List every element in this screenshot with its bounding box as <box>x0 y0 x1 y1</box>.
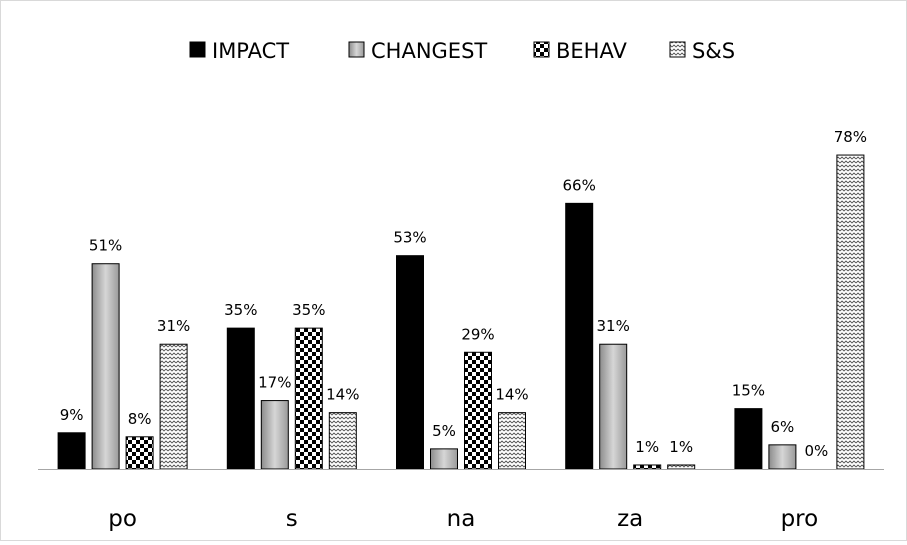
bar-sands-po <box>159 343 188 470</box>
bar-changest-pro <box>768 444 797 470</box>
data-label-impact-na: 53% <box>393 229 426 247</box>
data-label-changest-pro: 6% <box>771 418 795 436</box>
data-label-impact-s: 35% <box>224 301 257 319</box>
data-label-sands-pro: 78% <box>834 128 867 146</box>
data-label-sands-za: 1% <box>669 438 693 456</box>
data-label-behav-pro: 0% <box>805 442 829 460</box>
legend-label-behav: BEHAV <box>556 39 627 63</box>
data-label-sands-po: 31% <box>157 317 190 335</box>
bar-impact-s <box>226 327 255 470</box>
bar-sands-na <box>498 412 526 470</box>
data-label-changest-za: 31% <box>597 317 630 335</box>
data-label-changest-s: 17% <box>258 374 291 392</box>
data-label-behav-s: 35% <box>292 301 325 319</box>
bar-behav-za <box>633 464 662 470</box>
legend-label-changest: CHANGEST <box>371 39 487 63</box>
bar-impact-na <box>396 255 424 470</box>
bar-changest-po <box>91 263 120 470</box>
bar-behav-po <box>125 436 154 470</box>
data-label-changest-po: 51% <box>89 237 122 255</box>
legend: IMPACT CHANGEST BEHAV S&S <box>189 39 735 63</box>
data-label-behav-po: 8% <box>128 410 152 428</box>
data-label-impact-za: 66% <box>563 176 596 194</box>
bar-sands-za <box>667 464 696 470</box>
data-label-changest-na: 5% <box>432 422 456 440</box>
data-label-impact-pro: 15% <box>732 382 765 400</box>
bar-behav-s <box>294 327 323 470</box>
bar-impact-po <box>57 432 86 470</box>
bar-impact-pro <box>734 408 763 470</box>
data-label-impact-po: 9% <box>60 406 84 424</box>
bar-sands-pro <box>836 154 865 470</box>
bar-changest-na <box>430 448 458 470</box>
bar-behav-na <box>464 351 492 470</box>
legend-label-sands: S&S <box>692 39 735 63</box>
data-label-sands-s: 14% <box>326 386 359 404</box>
legend-swatch-behav <box>533 41 550 58</box>
bar-changest-s <box>260 400 289 470</box>
bar-changest-za <box>599 343 628 470</box>
x-tick-label-po: po <box>108 506 137 532</box>
data-label-behav-na: 29% <box>461 325 494 343</box>
legend-label-impact: IMPACT <box>212 39 289 63</box>
legend-swatch-impact <box>189 41 206 58</box>
x-tick-label-s: s <box>286 506 298 532</box>
legend-swatch-changest <box>348 41 365 58</box>
x-tick-label-na: na <box>447 506 476 532</box>
x-tick-label-za: za <box>617 506 643 532</box>
legend-swatch-sands <box>669 41 686 58</box>
x-tick-label-pro: pro <box>781 506 819 532</box>
data-label-sands-na: 14% <box>495 386 528 404</box>
bar-impact-za <box>565 202 594 470</box>
data-label-behav-za: 1% <box>635 438 659 456</box>
bar-sands-s <box>328 412 357 470</box>
